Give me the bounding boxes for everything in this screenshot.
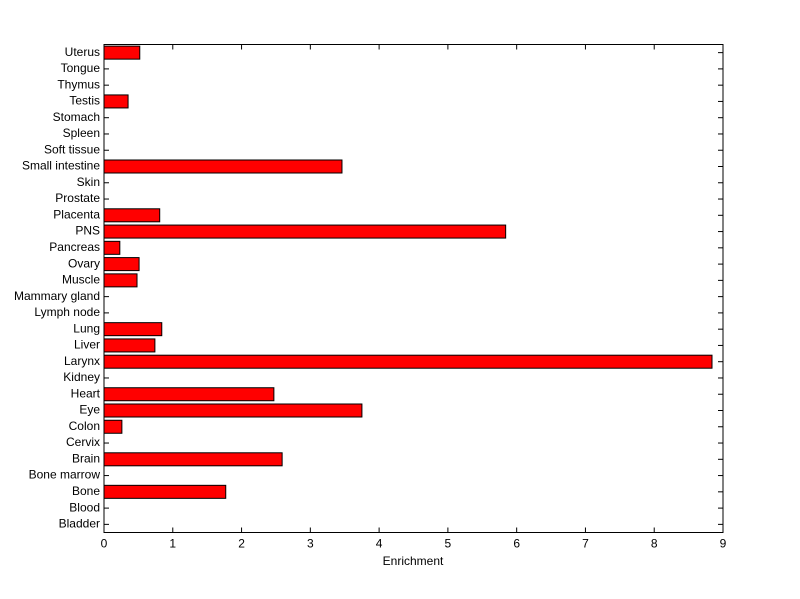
x-tick-label: 8: [651, 537, 658, 551]
x-tick-label: 0: [101, 537, 108, 551]
y-tick-label: Bladder: [59, 517, 100, 531]
bar: [103, 159, 343, 174]
y-tick-label: Skin: [77, 175, 100, 189]
y-tick-label: Lymph node: [34, 305, 100, 319]
y-tick-label: Soft tissue: [44, 142, 100, 156]
y-tick-label: Larynx: [64, 354, 100, 368]
bar: [103, 338, 156, 353]
y-tick-label: Ovary: [68, 256, 100, 270]
bar: [103, 354, 713, 369]
y-tick-label: Cervix: [66, 435, 100, 449]
x-axis-label: Enrichment: [383, 554, 444, 568]
bar: [103, 273, 138, 288]
x-tick-label: 9: [720, 537, 727, 551]
y-tick-label: Bone: [72, 484, 100, 498]
y-tick-label: Kidney: [63, 370, 100, 384]
y-tick-label: Prostate: [55, 191, 100, 205]
y-tick-label: Placenta: [53, 207, 100, 221]
y-tick-label: Testis: [69, 94, 100, 108]
y-tick-label: Tongue: [61, 61, 101, 75]
y-tick-label: Eye: [79, 403, 100, 417]
x-tick-label: 1: [169, 537, 176, 551]
y-tick-label: Lung: [73, 321, 100, 335]
y-tick-label: PNS: [75, 224, 100, 238]
y-tick-label: Pancreas: [49, 240, 100, 254]
plot-frame: [103, 44, 724, 533]
bar: [103, 419, 123, 434]
y-tick-label: Colon: [69, 419, 100, 433]
bar: [103, 208, 161, 223]
y-tick-label: Spleen: [63, 126, 100, 140]
x-tick-label: 5: [445, 537, 452, 551]
y-tick-label: Bone marrow: [29, 468, 101, 482]
bar: [103, 257, 140, 272]
y-tick-label: Brain: [72, 451, 100, 465]
y-tick-label: Stomach: [53, 110, 100, 124]
bar: [103, 240, 121, 255]
x-tick-label: 3: [307, 537, 314, 551]
y-tick-label: Uterus: [65, 45, 100, 59]
y-tick-label: Liver: [74, 338, 100, 352]
y-tick-label: Muscle: [62, 273, 100, 287]
bar: [103, 322, 163, 337]
y-tick-label: Mammary gland: [14, 289, 100, 303]
bar: [103, 403, 363, 418]
y-tick-label: Small intestine: [22, 159, 100, 173]
bar: [103, 387, 275, 402]
x-tick-label: 2: [238, 537, 245, 551]
bar: [103, 45, 141, 60]
y-tick-label: Heart: [71, 386, 101, 400]
bar: [103, 452, 283, 467]
x-tick-label: 4: [376, 537, 383, 551]
bar: [103, 94, 129, 109]
x-tick-label: 6: [513, 537, 520, 551]
bar: [103, 484, 227, 499]
bar: [103, 224, 507, 239]
y-tick-label: Blood: [69, 500, 100, 514]
y-tick-label: Thymus: [57, 77, 100, 91]
x-tick-label: 7: [582, 537, 589, 551]
